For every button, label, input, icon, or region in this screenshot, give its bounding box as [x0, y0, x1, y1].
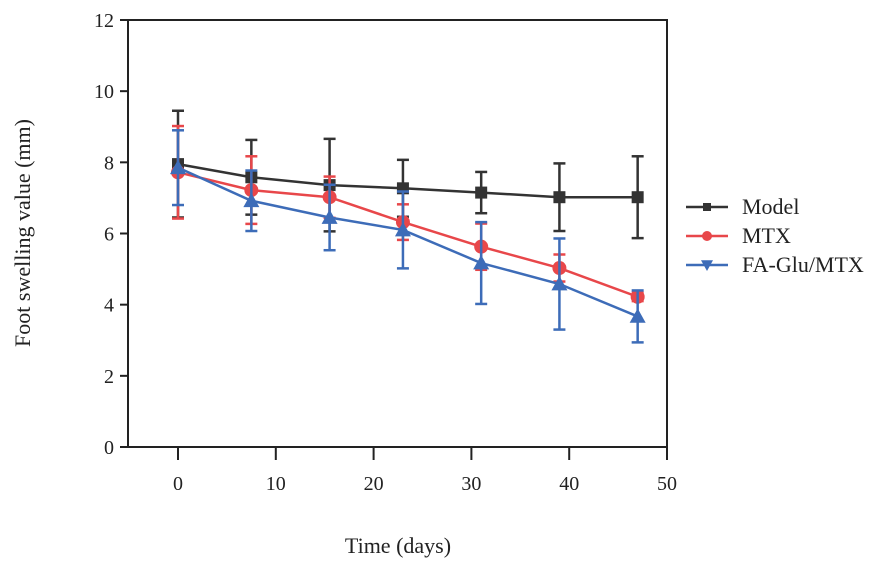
data-point [170, 159, 186, 175]
legend-label: Model [742, 194, 799, 219]
data-point [551, 276, 568, 291]
series-fa-glu-mtx [170, 129, 646, 344]
legend-item: FA-Glu/MTX [686, 252, 864, 277]
data-point [321, 209, 338, 224]
x-axis-title: Time (days) [345, 533, 451, 558]
y-tick-label: 8 [104, 152, 114, 174]
legend: Model MTX FA-Glu/MTX [686, 194, 864, 277]
series-mtx [171, 124, 645, 304]
legend-item: Model [686, 194, 799, 219]
y-tick-label: 2 [104, 366, 114, 388]
legend-item: MTX [686, 223, 791, 248]
legend-marker [703, 203, 711, 211]
data-point [243, 192, 260, 208]
legend-label: FA-Glu/MTX [742, 252, 864, 277]
data-point [553, 191, 566, 204]
axes: 0 2 4 6 8 10 12 0 10 20 30 40 50 [94, 10, 677, 495]
data-point [394, 221, 411, 237]
y-axis-title: Foot swelling value (mm) [10, 119, 35, 347]
x-tick-label: 50 [657, 473, 677, 495]
y-tick-label: 12 [94, 10, 114, 32]
x-tick-label: 30 [461, 473, 481, 495]
series-layer [170, 109, 646, 344]
y-tick-label: 4 [104, 295, 114, 317]
y-tick-label: 6 [104, 224, 114, 246]
data-point [631, 191, 644, 204]
data-point [473, 255, 490, 270]
x-tick-label: 40 [559, 473, 579, 495]
x-tick-label: 0 [173, 473, 183, 495]
y-tick-label: 10 [94, 81, 114, 103]
legend-marker [701, 260, 713, 271]
x-tick-label: 10 [266, 473, 286, 495]
legend-label: MTX [742, 223, 791, 248]
data-point [629, 308, 646, 323]
x-tick-label: 20 [364, 473, 384, 495]
y-tick-label: 0 [104, 437, 114, 459]
data-point [475, 186, 488, 199]
legend-marker [702, 231, 712, 241]
